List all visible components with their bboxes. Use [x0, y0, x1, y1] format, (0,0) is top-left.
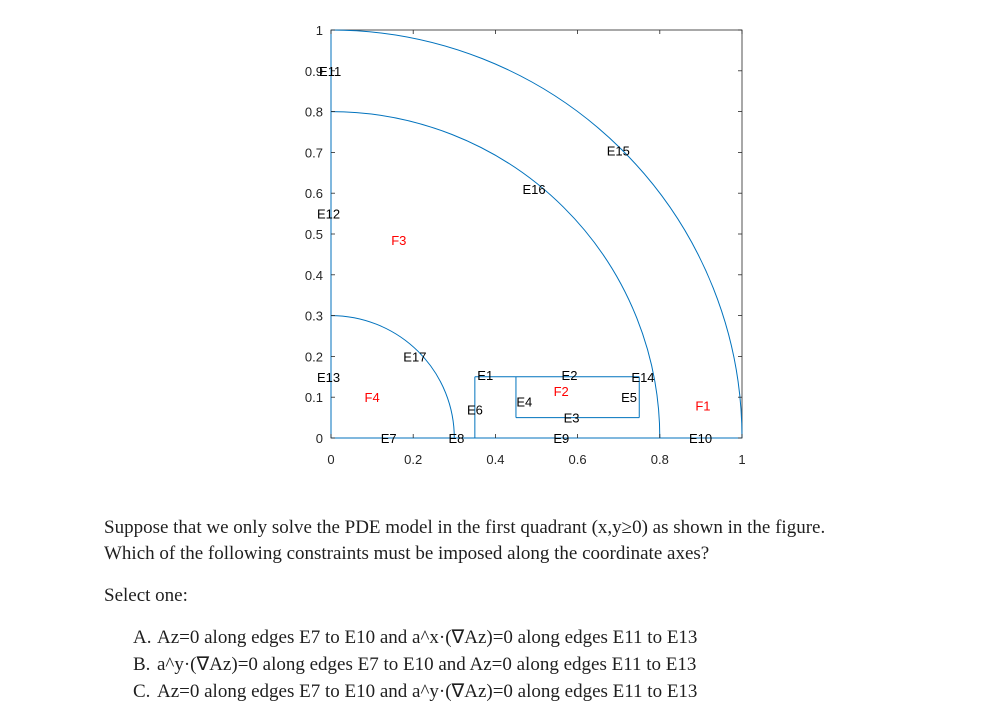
y-tick-label: 0.2 — [305, 349, 323, 364]
edge-label-e17: E17 — [403, 349, 426, 364]
edge-label-e10: E10 — [689, 431, 712, 446]
option-letter: C. — [133, 681, 151, 702]
edge-label-e9: E9 — [553, 431, 569, 446]
face-label-f2: F2 — [554, 384, 569, 399]
outer-arc-edge — [330, 29, 743, 439]
option-letter: A. — [133, 627, 152, 648]
option-text: Az=0 along edges E7 to E10 and a^x·(∇Az)… — [157, 627, 698, 648]
y-tick-label: 0.8 — [305, 105, 323, 120]
geometry-edges — [330, 29, 743, 439]
option-text: Az=0 along edges E7 to E10 and a^y·(∇Az)… — [157, 681, 698, 702]
y-tick-label: 0.9 — [305, 64, 323, 79]
middle-arc-edge — [330, 111, 661, 439]
edge-label-e11: E11 — [319, 64, 341, 79]
y-tick-label: 0.7 — [305, 145, 323, 160]
edge-label-e3: E3 — [564, 411, 580, 426]
question-line-2: Which of the following constraints must … — [104, 543, 710, 564]
edge-label-e7: E7 — [381, 431, 397, 446]
x-tick-label: 0.8 — [651, 452, 669, 467]
y-tick-label: 0.3 — [305, 309, 323, 324]
edge-label-e2: E2 — [562, 368, 578, 383]
face-label-f1: F1 — [695, 398, 710, 413]
question-text: Suppose that we only solve the PDE model… — [104, 515, 964, 567]
option-letter: B. — [133, 654, 151, 675]
edge-label-e4: E4 — [516, 394, 532, 409]
geometry-figure: 0 0.2 0.4 0.6 0.8 1 0 0.1 0.2 0.3 0.4 0.5 0.6 0.7 0.8… — [305, 23, 746, 467]
y-tick-label: 0.5 — [305, 227, 323, 242]
edge-label-e14: E14 — [631, 370, 654, 385]
answer-options: A. Az=0 along edges E7 to E10 and a^x·(∇A… — [133, 624, 953, 705]
edge-labels: E1 E2 E3 E4 E5 E6 E7 E8 E9 E10 E11 E12 E13 E14 E15 E16 E… — [317, 64, 712, 446]
face-label-f3: F3 — [391, 233, 406, 248]
y-tick-label: 0.1 — [305, 390, 323, 405]
edge-label-e8: E8 — [449, 431, 465, 446]
x-axis-ticks: 0 0.2 0.4 0.6 0.8 1 — [327, 30, 746, 467]
edge-label-e6: E6 — [467, 402, 483, 417]
y-tick-label: 0.6 — [305, 186, 323, 201]
y-tick-label: 0.4 — [305, 268, 323, 283]
x-tick-label: 1 — [738, 452, 745, 467]
y-axis-ticks: 0 0.1 0.2 0.3 0.4 0.5 0.6 0.7 0.8 0.9 1 — [305, 23, 742, 446]
option-a[interactable]: A. Az=0 along edges E7 to E10 and a^x·(∇A… — [133, 624, 953, 651]
edge-label-e13: E13 — [317, 370, 340, 385]
option-c[interactable]: C. Az=0 along edges E7 to E10 and a^y·(∇A… — [133, 678, 953, 705]
edge-label-e16: E16 — [523, 182, 546, 197]
select-one-label: Select one: — [104, 585, 188, 606]
y-tick-label: 0 — [316, 431, 323, 446]
face-labels: F1 F2 F3 F4 — [365, 233, 711, 413]
question-line-1: Suppose that we only solve the PDE model… — [104, 517, 826, 538]
face-label-f4: F4 — [365, 390, 380, 405]
edge-label-e12: E12 — [317, 207, 340, 222]
x-tick-label: 0 — [327, 452, 334, 467]
edge-label-e5: E5 — [621, 390, 637, 405]
option-b[interactable]: B. a^y·(∇Az)=0 along edges E7 to E10 and … — [133, 651, 953, 678]
inner-arc-edge — [330, 315, 455, 439]
x-tick-label: 0.2 — [404, 452, 422, 467]
edge-label-e1: E1 — [477, 368, 493, 383]
x-tick-label: 0.6 — [569, 452, 587, 467]
y-tick-label: 1 — [316, 23, 323, 38]
edge-label-e15: E15 — [607, 143, 630, 158]
x-tick-label: 0.4 — [486, 452, 504, 467]
option-text: a^y·(∇Az)=0 along edges E7 to E10 and Az… — [157, 654, 697, 675]
